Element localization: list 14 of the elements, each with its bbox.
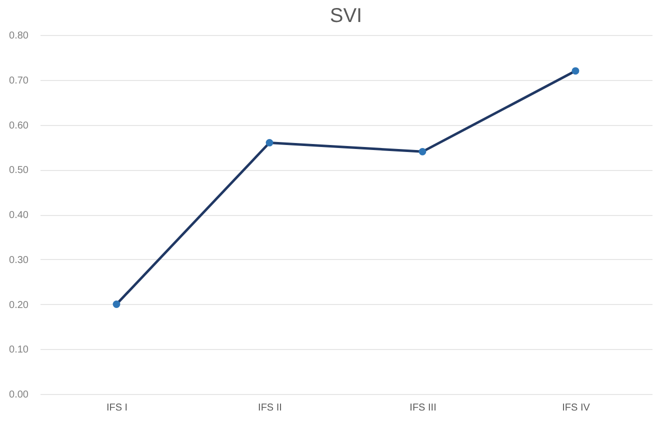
y-tick-label: 0.40 [9, 210, 29, 221]
y-tick-label: 0.20 [9, 300, 29, 311]
y-tick-label: 0.60 [9, 120, 29, 132]
y-tick-label: 0.10 [9, 344, 29, 356]
y-tick-label: 0.30 [9, 254, 29, 266]
x-tick-label: IFS III [410, 402, 436, 414]
x-tick-label: IFS II [258, 402, 282, 414]
x-tick-label: IFS IV [562, 402, 590, 414]
y-tick-label: 0.70 [9, 75, 29, 86]
y-tick-label: 0.50 [9, 165, 29, 176]
chart-title: SVI [330, 5, 362, 27]
x-tick-label: IFS I [106, 402, 128, 414]
y-tick-label: 0.80 [9, 30, 29, 42]
y-tick-label: 0.00 [9, 390, 29, 400]
